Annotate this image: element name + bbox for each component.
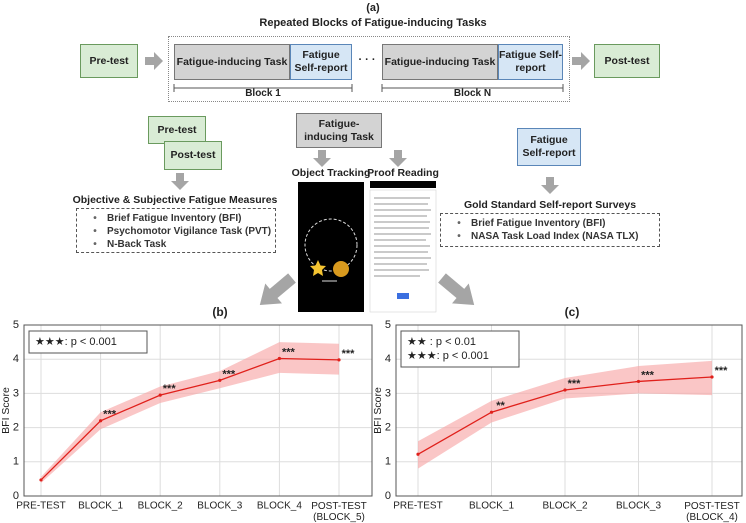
legend-entry: ★★★: p < 0.001 [35,336,117,348]
task-label: Object Tracking [291,167,371,179]
y-tick-label: 3 [13,387,19,399]
pre-test-box: Pre-test [148,116,206,144]
point [710,375,714,379]
x-tick-label: BLOCK_1 [78,501,123,512]
point [489,410,494,414]
significance: *** [641,369,655,381]
proof-reading-image [369,181,437,313]
point [337,358,341,362]
task-label: Proof Reading [367,167,439,179]
point [277,356,281,361]
measure-item: Psychomotor Vigilance Task (PVT) [77,225,275,238]
measures-list: Brief Fatigue Inventory (BFI) Psychomoto… [76,208,276,253]
task-box: Fatigue-inducing Task [382,44,498,80]
measure-item: N-Back Task [77,238,275,251]
post-test-box: Post-test [594,44,660,78]
x-tick-label: POST-TEST (BLOCK_4) [684,501,740,523]
x-tick-label: BLOCK_4 [257,501,302,512]
measure-item: Brief Fatigue Inventory (BFI) [77,212,275,225]
y-tick-label: 0 [13,490,19,502]
legend-box [28,330,148,354]
pre-test-box: Pre-test [80,44,138,78]
y-axis-label: BFI Score [372,387,384,434]
x-tick-label: BLOCK_1 [469,501,514,512]
significance: *** [342,348,356,360]
x-tick-label: PRE-TEST [16,501,65,512]
y-tick-label: 4 [13,353,19,365]
object-tracking-image [298,182,364,312]
point [99,419,103,423]
y-tick-label: 2 [13,422,19,434]
point [563,388,567,392]
survey-item: Brief Fatigue Inventory (BFI) [441,217,659,230]
significance: *** [568,378,582,390]
x-tick-label: BLOCK_3 [616,501,661,512]
chart-title: (c) [565,305,580,319]
block-label: Block N [453,88,492,99]
figure-label: (a) [366,2,380,14]
diagram-title: Repeated Blocks of Fatigue-inducing Task… [259,17,487,29]
arrows [145,52,590,305]
survey-title: Gold Standard Self-report Surveys [463,199,637,211]
report-box: Fatigue Self-report [498,44,563,80]
confidence-band [418,360,712,469]
point [416,452,420,456]
y-tick-label: 3 [385,387,391,399]
plot-frame [23,324,373,497]
point [636,379,641,384]
x-tick-label: BLOCK_2 [542,501,587,512]
block-label: Block 1 [245,88,281,99]
point [39,478,43,482]
significance: *** [222,368,236,380]
plot-frame [395,324,743,497]
y-tick-label: 1 [385,456,391,468]
post-test-box: Post-test [164,141,222,170]
x-tick-label: BLOCK_3 [197,501,242,512]
point [218,378,222,383]
significance: *** [163,383,177,395]
report-box: Fatigue Self-report [290,44,352,80]
block-container [168,36,570,102]
y-tick-label: 5 [13,319,19,331]
ellipsis: · · · [358,54,376,66]
point [158,393,162,397]
legend-entry: ★★ : p < 0.01 [407,336,476,348]
significance: *** [282,346,296,358]
confidence-band [41,342,339,484]
task-box: Fatigue-inducing Task [174,44,290,80]
task-box: Fatigue-inducing Task [296,113,382,148]
y-axis-label: BFI Score [0,387,12,434]
report-box: Fatigue Self-report [517,128,581,166]
survey-list: Brief Fatigue Inventory (BFI) NASA Task … [440,213,660,247]
x-tick-label: POST-TEST (BLOCK_5) [311,501,367,523]
y-tick-label: 1 [13,456,19,468]
significance: *** [715,365,729,377]
y-tick-label: 5 [385,319,391,331]
survey-item: NASA Task Load Index (NASA TLX) [441,230,659,243]
y-tick-label: 4 [385,353,391,365]
legend-box [400,330,520,368]
legend-entry: ★★★: p < 0.001 [407,350,489,362]
x-tick-label: BLOCK_2 [138,501,183,512]
y-tick-label: 0 [385,490,391,502]
mean-line [40,357,340,481]
x-tick-label: PRE-TEST [393,501,442,512]
block-brackets [173,84,564,92]
significance: *** [103,409,117,421]
y-tick-label: 2 [385,422,391,434]
chart-title: (b) [212,305,227,319]
significance: ** [496,400,505,412]
measures-title: Objective & Subjective Fatigue Measures [72,194,278,206]
